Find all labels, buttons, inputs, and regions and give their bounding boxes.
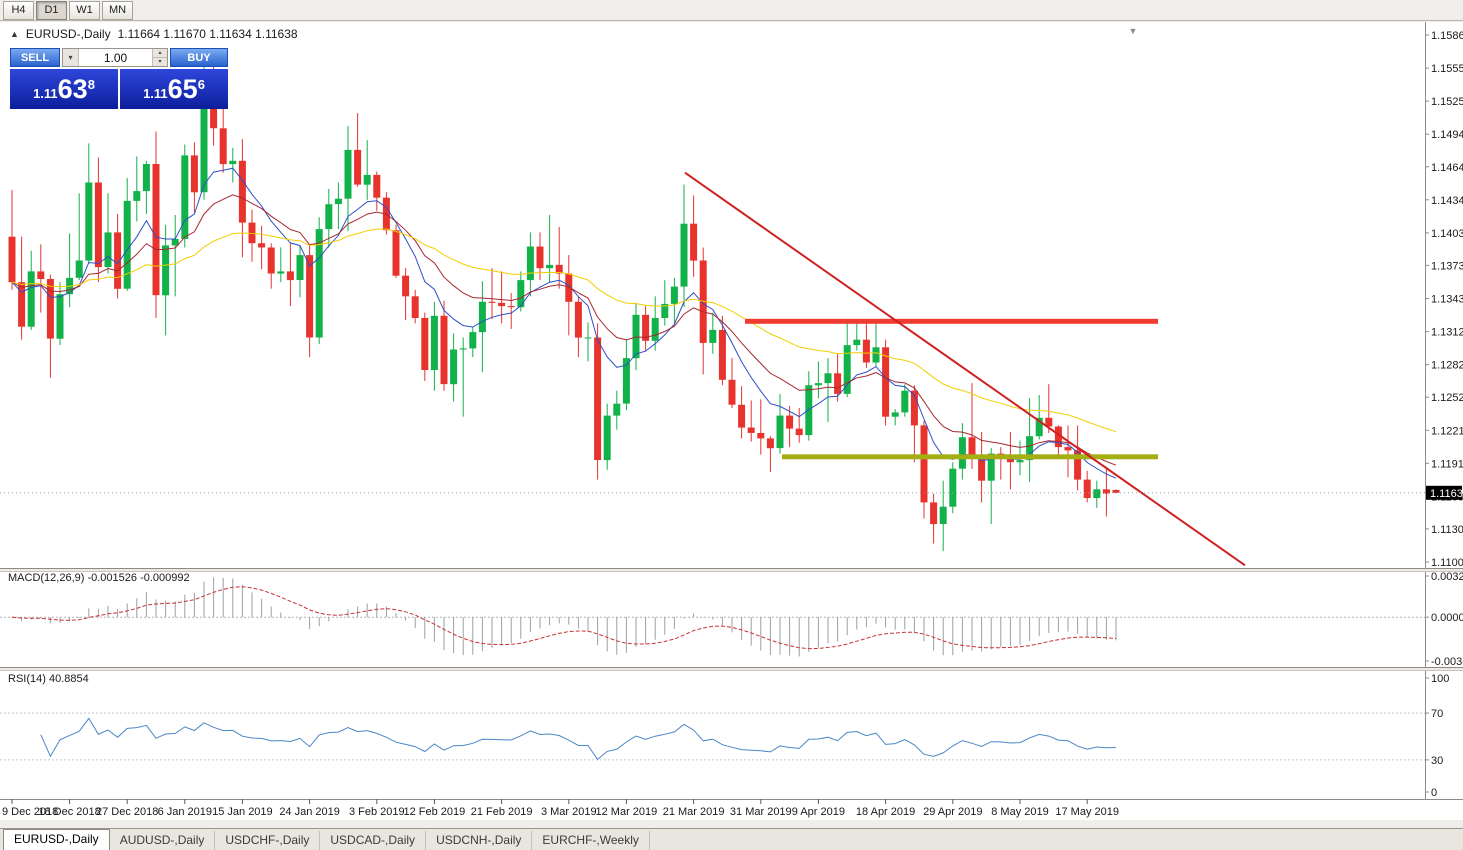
svg-text:1.15860: 1.15860 [1431, 30, 1463, 42]
svg-text:1.15555: 1.15555 [1431, 63, 1463, 75]
buy-price-prefix: 1.11 [143, 86, 168, 101]
svg-text:0.0000: 0.0000 [1431, 612, 1463, 624]
symbol-tab-audusd[interactable]: AUDUSD-,Daily [110, 831, 216, 850]
svg-text:24 Jan 2019: 24 Jan 2019 [279, 806, 340, 818]
svg-text:12 Mar 2019: 12 Mar 2019 [596, 806, 658, 818]
time-scale-labels: 9 Dec 201818 Dec 201827 Dec 20186 Jan 20… [2, 799, 1119, 818]
symbol-tab-usdcad[interactable]: USDCAD-,Daily [320, 831, 427, 850]
chart-canvas[interactable]: ▼ 1.15860 1.15555 1.15250 1.14945 1.14645 1.14… [0, 22, 1463, 828]
svg-text:31 Mar 2019: 31 Mar 2019 [730, 806, 792, 818]
macd-signal-line [11, 586, 1117, 650]
svg-text:1.12520: 1.12520 [1431, 392, 1463, 404]
svg-text:3 Feb 2019: 3 Feb 2019 [349, 806, 405, 818]
svg-text:18 Apr 2019: 18 Apr 2019 [856, 806, 915, 818]
chart-header: ▲ EURUSD-,Daily 1.11664 1.11670 1.11634 … [10, 27, 298, 41]
volume-input[interactable] [79, 49, 152, 66]
svg-text:1.14945: 1.14945 [1431, 129, 1463, 141]
svg-text:21 Mar 2019: 21 Mar 2019 [663, 806, 725, 818]
svg-text:1.13125: 1.13125 [1431, 327, 1463, 339]
resistance-hline[interactable] [745, 318, 1158, 324]
symbol-tab-usdchf[interactable]: USDCHF-,Daily [215, 831, 321, 850]
symbol-tab-eurusd[interactable]: EURUSD-,Daily [3, 829, 110, 850]
svg-text:0: 0 [1431, 787, 1437, 799]
svg-text:29 Apr 2019: 29 Apr 2019 [923, 806, 982, 818]
sell-price-sup: 8 [87, 77, 95, 92]
sell-price-main: 63 [57, 74, 88, 104]
sell-price-panel[interactable]: 1.11 63 8 [10, 69, 118, 109]
one-click-trading-widget: SELL ▾ ▴ ▾ BUY 1.11 63 8 1.11 65 6 [10, 48, 228, 109]
macd-indicator-label: MACD(12,26,9) -0.001526 -0.000992 [8, 572, 190, 584]
svg-text:12 Feb 2019: 12 Feb 2019 [404, 806, 466, 818]
rsi-line [40, 717, 1117, 761]
buy-price-panel[interactable]: 1.11 65 6 [120, 69, 228, 109]
svg-text:9 Apr 2019: 9 Apr 2019 [792, 806, 845, 818]
sell-price-prefix: 1.11 [33, 86, 58, 101]
symbol-tab-usdcnh[interactable]: USDCNH-,Daily [426, 831, 533, 850]
chart-symbol-period: EURUSD-,Daily [25, 27, 111, 41]
svg-text:1.11910: 1.11910 [1431, 458, 1463, 470]
svg-text:27 Dec 2018: 27 Dec 2018 [96, 806, 158, 818]
volume-dropdown-icon[interactable]: ▾ [63, 49, 79, 66]
svg-text:100: 100 [1431, 673, 1449, 685]
symbol-tab-eurchf[interactable]: EURCHF-,Weekly [532, 831, 650, 850]
current-price-tag [1426, 485, 1462, 500]
timeframe-button-h4[interactable]: H4 [3, 0, 34, 20]
descending-trendline[interactable] [684, 171, 1246, 567]
svg-text:3 Mar 2019: 3 Mar 2019 [541, 806, 597, 818]
svg-text:70: 70 [1431, 708, 1443, 720]
ma-line-16 [11, 194, 1117, 466]
ma-line-40 [11, 228, 1117, 433]
sell-button[interactable]: SELL [10, 48, 60, 67]
timeframe-button-d1[interactable]: D1 [36, 0, 67, 20]
time-scale[interactable] [0, 799, 1463, 828]
svg-text:1.14035: 1.14035 [1431, 228, 1463, 240]
ma-line-8 [11, 167, 1117, 479]
macd-panel[interactable] [0, 571, 1425, 667]
svg-text:1.11638: 1.11638 [1430, 488, 1463, 500]
volume-spin-down-icon[interactable]: ▾ [153, 58, 167, 66]
svg-text:1.13430: 1.13430 [1431, 294, 1463, 306]
chart-ohlc-values: 1.11664 1.11670 1.11634 1.11638 [117, 27, 298, 41]
chart-shift-marker-icon[interactable]: ▼ [1129, 26, 1138, 36]
svg-text:1.15250: 1.15250 [1431, 96, 1463, 108]
timeframe-button-w1[interactable]: W1 [69, 0, 100, 20]
volume-spin-up-icon[interactable]: ▴ [153, 49, 167, 58]
svg-text:1.12820: 1.12820 [1431, 360, 1463, 372]
rsi-panel[interactable] [0, 670, 1425, 799]
svg-text:30: 30 [1431, 755, 1443, 767]
buy-price-sup: 6 [197, 77, 205, 92]
rsi-indicator-label: RSI(14) 40.8854 [8, 673, 89, 685]
price-scale[interactable] [1425, 22, 1463, 799]
timeframe-button-mn[interactable]: MN [102, 0, 133, 20]
svg-text:1.11305: 1.11305 [1431, 524, 1463, 536]
svg-text:18 Dec 2018: 18 Dec 2018 [38, 806, 100, 818]
volume-field: ▾ ▴ ▾ [62, 48, 168, 67]
timeframe-toolbar: H4 D1 W1 MN [0, 0, 1463, 21]
svg-text:17 May 2019: 17 May 2019 [1055, 806, 1119, 818]
svg-text:1.14340: 1.14340 [1431, 195, 1463, 207]
svg-text:1.14645: 1.14645 [1431, 162, 1463, 174]
svg-text:1.12215: 1.12215 [1431, 425, 1463, 437]
price-scale-labels: 1.15860 1.15555 1.15250 1.14945 1.14645 1.143… [1425, 30, 1463, 569]
svg-text:6 Jan 2019: 6 Jan 2019 [158, 806, 212, 818]
collapse-widget-icon[interactable]: ▲ [10, 29, 19, 39]
svg-text:8 May 2019: 8 May 2019 [991, 806, 1048, 818]
svg-text:21 Feb 2019: 21 Feb 2019 [471, 806, 533, 818]
buy-price-main: 65 [167, 74, 198, 104]
buy-button[interactable]: BUY [170, 48, 228, 67]
svg-text:15 Jan 2019: 15 Jan 2019 [212, 806, 273, 818]
svg-text:1.11000: 1.11000 [1431, 557, 1463, 569]
symbol-tabbar: EURUSD-,Daily AUDUSD-,Daily USDCHF-,Daily U… [0, 828, 1463, 850]
svg-text:-0.003655: -0.003655 [1431, 656, 1463, 668]
macd-histogram [21, 577, 1117, 657]
svg-text:9 Dec 2018: 9 Dec 2018 [2, 806, 58, 818]
chart-background [0, 22, 1463, 820]
support-hline[interactable] [782, 454, 1158, 460]
svg-text:1.13735: 1.13735 [1431, 260, 1463, 272]
candles-layer [8, 50, 1120, 552]
svg-text:0.003287: 0.003287 [1431, 571, 1463, 583]
volume-spinner: ▴ ▾ [152, 49, 167, 66]
